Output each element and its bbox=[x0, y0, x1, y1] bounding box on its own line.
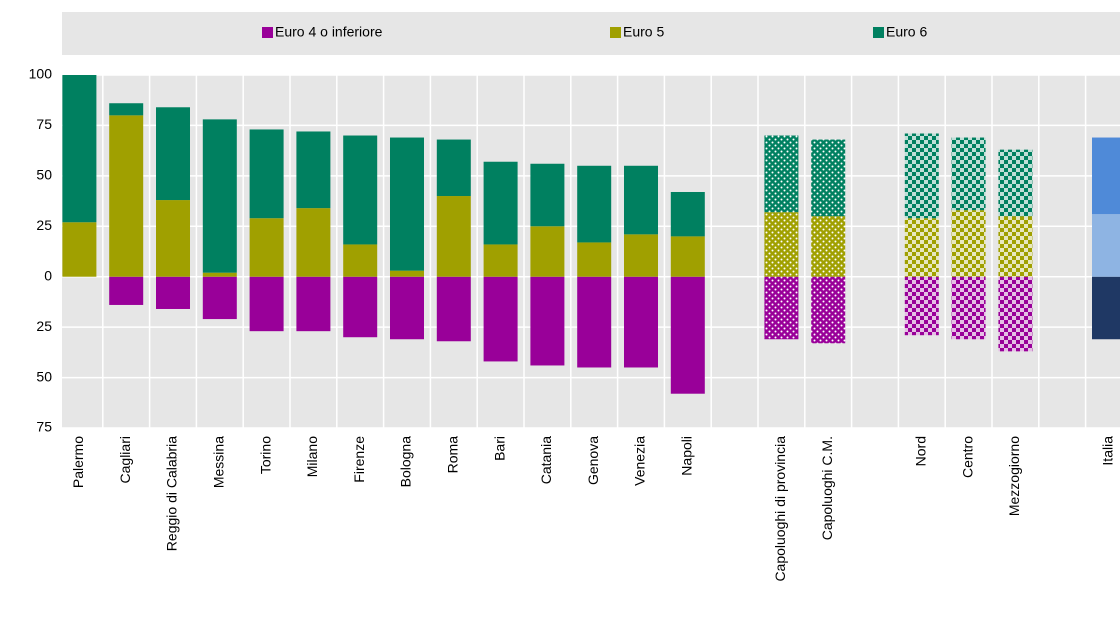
bar bbox=[670, 191, 705, 237]
x-tick-label: Cagliari bbox=[117, 436, 133, 483]
x-tick-label: Nord bbox=[913, 436, 929, 466]
bar bbox=[296, 208, 331, 277]
x-tick-label: Italia bbox=[1100, 436, 1116, 466]
bar bbox=[62, 75, 97, 223]
bar bbox=[530, 163, 565, 227]
bar bbox=[202, 276, 237, 320]
legend-swatch bbox=[873, 27, 884, 38]
x-tick-label: Genova bbox=[585, 436, 601, 485]
bar bbox=[951, 210, 986, 277]
bar bbox=[530, 276, 565, 366]
bar bbox=[390, 137, 424, 271]
x-tick-label: Capoluoghi C.M. bbox=[819, 436, 835, 540]
bar bbox=[62, 222, 97, 277]
x-tick-label: Torino bbox=[257, 436, 273, 474]
bar bbox=[109, 115, 144, 277]
y-tick-label: 50 bbox=[36, 167, 52, 183]
bar bbox=[998, 216, 1033, 277]
x-tick-label: Catania bbox=[538, 436, 554, 484]
bar bbox=[390, 276, 424, 340]
y-tick-label: 75 bbox=[36, 419, 52, 435]
bar bbox=[109, 276, 144, 305]
x-tick-label: Mezzogiorno bbox=[1006, 436, 1022, 516]
legend-swatch bbox=[262, 27, 273, 38]
x-tick-label: Milano bbox=[304, 436, 320, 477]
bar bbox=[998, 276, 1033, 352]
bar bbox=[951, 137, 986, 211]
x-tick-label: Bologna bbox=[398, 436, 414, 488]
y-tick-label: 100 bbox=[29, 66, 53, 82]
legend-swatch bbox=[610, 27, 621, 38]
bar bbox=[1092, 276, 1120, 340]
bar bbox=[109, 103, 144, 116]
bar bbox=[483, 244, 518, 277]
bar bbox=[670, 236, 705, 277]
x-tick-label: Bari bbox=[491, 436, 507, 461]
x-tick-label: Centro bbox=[959, 436, 975, 478]
bar bbox=[530, 226, 565, 277]
x-tick-label: Reggio di Calabria bbox=[164, 436, 180, 551]
bar bbox=[436, 196, 471, 277]
bar bbox=[764, 135, 799, 213]
bar bbox=[390, 270, 424, 277]
bar bbox=[670, 276, 705, 394]
bar bbox=[296, 131, 331, 209]
bar bbox=[202, 119, 237, 273]
bar bbox=[624, 234, 658, 277]
bar bbox=[904, 133, 939, 219]
bar bbox=[811, 276, 846, 344]
bar bbox=[343, 135, 378, 245]
bar bbox=[764, 276, 799, 340]
bar bbox=[951, 276, 986, 340]
bar bbox=[436, 139, 471, 197]
bar bbox=[904, 276, 939, 336]
bar bbox=[577, 165, 612, 243]
legend-label: Euro 4 o inferiore bbox=[275, 24, 383, 40]
y-tick-label: 25 bbox=[36, 217, 52, 233]
bar bbox=[249, 276, 284, 332]
bar bbox=[811, 139, 846, 217]
bar bbox=[483, 276, 518, 362]
bar bbox=[249, 218, 284, 277]
bar bbox=[577, 242, 612, 277]
bar bbox=[811, 216, 846, 277]
bar bbox=[483, 161, 518, 245]
bar bbox=[1092, 137, 1120, 215]
bar bbox=[202, 272, 237, 277]
x-tick-label: Venezia bbox=[632, 436, 648, 486]
x-tick-label: Firenze bbox=[351, 436, 367, 483]
bar bbox=[436, 276, 471, 342]
bar bbox=[998, 149, 1033, 217]
y-tick-label: 50 bbox=[36, 368, 52, 384]
y-tick-label: 0 bbox=[44, 267, 52, 283]
bar bbox=[904, 218, 939, 277]
bar bbox=[343, 276, 378, 338]
y-tick-label: 25 bbox=[36, 318, 52, 334]
x-tick-label: Capoluoghi di provincia bbox=[772, 436, 788, 582]
legend-label: Euro 5 bbox=[623, 24, 664, 40]
bar bbox=[156, 200, 190, 277]
bar bbox=[156, 107, 190, 201]
legend-background bbox=[62, 12, 1120, 55]
x-tick-label: Roma bbox=[445, 436, 461, 474]
bar bbox=[343, 244, 378, 277]
x-tick-label: Palermo bbox=[70, 436, 86, 488]
bar bbox=[624, 276, 658, 368]
y-tick-label: 75 bbox=[36, 116, 52, 132]
bar bbox=[249, 129, 284, 219]
bar bbox=[296, 276, 331, 332]
legend-label: Euro 6 bbox=[886, 24, 927, 40]
x-tick-label: Napoli bbox=[679, 436, 695, 476]
bar bbox=[156, 276, 190, 309]
bar bbox=[1092, 214, 1120, 277]
bar bbox=[764, 212, 799, 277]
bar bbox=[577, 276, 612, 368]
bar bbox=[624, 165, 658, 235]
x-tick-label: Messina bbox=[211, 436, 227, 488]
